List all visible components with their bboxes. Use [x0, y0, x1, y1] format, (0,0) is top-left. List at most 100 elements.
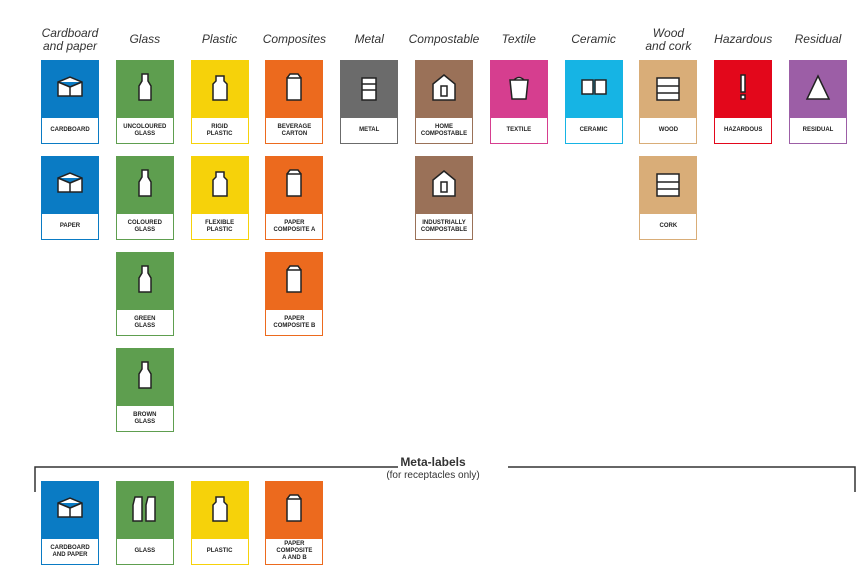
icon-shape [580, 79, 607, 95]
icon-shape [211, 496, 228, 522]
icon-shape [432, 170, 456, 197]
header-line: Ceramic [571, 32, 616, 46]
tile-icon-area [489, 60, 548, 118]
header-line: Compostable [408, 32, 480, 46]
label-line: CERAMIC [579, 127, 608, 133]
label-line: AND PAPER [52, 551, 88, 558]
meta-subtitle: (for receptacles only) [386, 470, 480, 481]
tile-icon-area [115, 156, 174, 214]
tile-label: GREEN GLASS [115, 310, 174, 336]
tile: UNCOLOURED GLASS [115, 60, 174, 144]
icon [580, 79, 607, 95]
icon-shape [211, 171, 228, 197]
tile-icon-area [115, 60, 174, 118]
icon-shape [286, 169, 303, 197]
tile-icon-area [415, 60, 473, 118]
icon [57, 497, 83, 518]
tile-label: RESIDUAL [789, 118, 847, 144]
icon-shape [432, 74, 456, 101]
label-line: METAL [359, 127, 380, 133]
icon-shape [361, 77, 377, 101]
icon [57, 76, 83, 97]
icon [138, 169, 152, 197]
tile-icon-area [714, 60, 773, 118]
icon-shape [286, 265, 303, 293]
tile-label: HOME COMPOSTABLE [415, 118, 473, 144]
tile: COLOURED GLASS [115, 156, 174, 240]
icon-shape [57, 172, 83, 193]
label-line: GLASS [134, 418, 156, 425]
header-line: and paper [42, 39, 98, 53]
label-line: INDUSTRIALLY [422, 219, 466, 226]
icon [432, 74, 456, 101]
tile-label: WOOD [639, 118, 698, 144]
label-line: CARDBOARD [50, 127, 90, 133]
label-line: COMPOSITE B [273, 322, 316, 329]
icon [656, 77, 681, 101]
tile-icon-area [41, 60, 99, 118]
tile-label: GLASS [115, 539, 174, 565]
tile: PAPER COMPOSITE A [265, 156, 324, 240]
icon [132, 496, 156, 522]
icon-shape [211, 75, 228, 101]
tile-label: INDUSTRIALLY COMPOSTABLE [415, 214, 473, 240]
tile-label: RIGID PLASTIC [190, 118, 249, 144]
tile-icon-area [190, 60, 249, 118]
icon [138, 73, 152, 101]
tile-label: HAZARDOUS [714, 118, 773, 144]
header-line: Metal [354, 32, 384, 46]
label-line: PAPER [284, 315, 305, 322]
label-line: PAPER [284, 219, 305, 226]
icon-shape [132, 496, 156, 522]
header-line: Glass [129, 32, 161, 46]
column-header: Composites [257, 33, 331, 46]
icon-shape [740, 74, 746, 100]
tile-icon-area [639, 156, 698, 214]
icon-shape [138, 265, 152, 293]
header-line: Hazardous [714, 32, 773, 46]
tile-label: PAPER COMPOSITE B [265, 310, 324, 336]
tile: CERAMIC [564, 60, 623, 144]
label-line: RESIDUAL [802, 127, 834, 133]
icon [138, 265, 152, 293]
tile: GREEN GLASS [115, 252, 174, 336]
tile-icon-area [115, 481, 174, 539]
icon-shape [138, 169, 152, 197]
tile-icon-area [789, 60, 847, 118]
label-line: A AND B [282, 555, 307, 561]
tile: CORK [639, 156, 698, 240]
tile-label: PLASTIC [190, 539, 249, 565]
tile: INDUSTRIALLY COMPOSTABLE [415, 156, 473, 240]
column-header: Cardboard and paper [33, 27, 107, 53]
label-line: WOOD [658, 127, 679, 133]
tile: BEVERAGE CARTON [265, 60, 324, 144]
tile: HOME COMPOSTABLE [415, 60, 473, 144]
tile: PAPER COMPOSITE A AND B [265, 481, 324, 565]
label-line: GLASS [134, 322, 156, 329]
icon [508, 76, 529, 100]
tile: METAL [340, 60, 399, 144]
label-line: GLASS [134, 226, 156, 233]
tile-icon-area [41, 481, 99, 539]
tile-icon-area [41, 156, 99, 214]
label-line: PAPER [59, 223, 81, 229]
tile: HAZARDOUS [714, 60, 773, 144]
icon [286, 73, 303, 101]
tile-label: UNCOLOURED GLASS [115, 118, 174, 144]
icon-shape [57, 76, 83, 97]
icon [805, 74, 831, 100]
tile-label: CARDBOARD AND PAPER [41, 539, 99, 565]
icon [656, 173, 681, 197]
label-line: COMPOSITE A [273, 226, 316, 233]
icon [211, 496, 228, 522]
icon-shape [656, 77, 681, 101]
column-header: Residual [781, 33, 855, 46]
column-header: Compostable [407, 33, 481, 46]
tile-icon-area [340, 60, 399, 118]
tile-icon-area [115, 252, 174, 310]
tile-icon-area [115, 348, 174, 406]
label-line: CORK [659, 223, 678, 229]
tile-label: CORK [639, 214, 698, 240]
label-line: TEXTILE [506, 127, 532, 133]
icon [286, 169, 303, 197]
